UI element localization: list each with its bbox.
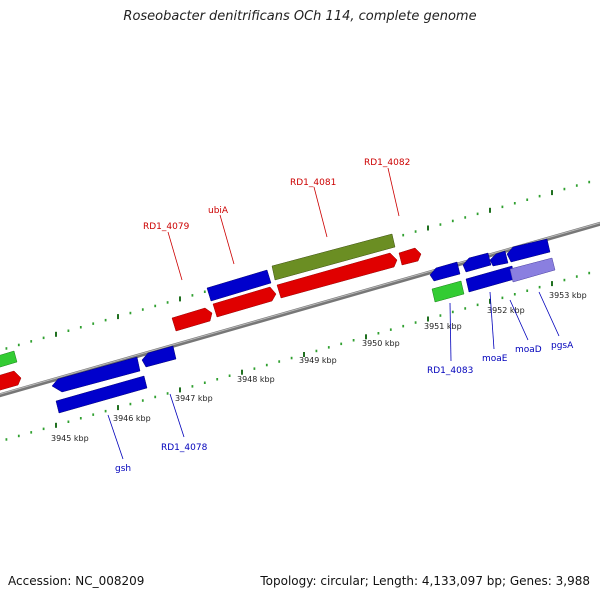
ruler-label-3951: 3951 kbp	[424, 322, 462, 331]
ruler-label-3945: 3945 kbp	[51, 434, 89, 443]
gene-feature-ubiA[interactable]	[206, 269, 272, 302]
gene-label-ubiA[interactable]: ubiA	[208, 206, 229, 216]
gene-label-moaD[interactable]: moaD	[515, 345, 542, 355]
leader-ubiA	[219, 214, 235, 265]
leader-gsh	[107, 414, 124, 460]
gene-label-moaE[interactable]: moaE	[482, 354, 508, 364]
ruler-label-3947: 3947 kbp	[175, 394, 213, 403]
gene-feature-gsh[interactable]	[55, 375, 148, 414]
ruler-label-3950: 3950 kbp	[362, 339, 400, 348]
ruler-label-3953: 3953 kbp	[549, 291, 587, 300]
gene-feature-rd1-4079[interactable]	[171, 307, 213, 332]
gene-feature-left-red[interactable]	[0, 370, 22, 391]
gene-feature-blue-1[interactable]	[51, 356, 141, 393]
gene-label-rd1-4082[interactable]: RD1_4082	[364, 158, 410, 168]
genome-backbone	[0, 221, 600, 398]
gene-label-pgsA[interactable]: pgsA	[551, 341, 574, 351]
gene-label-rd1-4079[interactable]: RD1_4079	[143, 222, 190, 232]
genome-backbone-highlight	[0, 222, 600, 395]
gene-labels-top: RD1_4079 ubiA RD1_4081 RD1_4082	[143, 158, 410, 232]
ruler-label-3952: 3952 kbp	[487, 306, 525, 315]
gene-feature-moaD[interactable]	[509, 257, 556, 283]
lower-features	[51, 238, 556, 414]
gene-feature-blue-r3[interactable]	[489, 250, 509, 267]
gene-label-rd1-4078[interactable]: RD1_4078	[161, 443, 208, 453]
gene-feature-ubiA-red[interactable]	[212, 286, 277, 318]
accession-text: Accession: NC_008209	[8, 574, 145, 588]
gene-feature-blue-r1[interactable]	[429, 261, 461, 282]
leader-moaE	[489, 291, 495, 350]
leader-rd1-4083	[449, 302, 452, 362]
gene-feature-blue-r2[interactable]	[462, 252, 492, 273]
gene-feature-left-green[interactable]	[0, 350, 18, 368]
gene-labels-bottom: gsh RD1_4078 RD1_4083 moaE moaD pgsA	[115, 341, 574, 474]
leader-pgsA	[538, 291, 560, 337]
gene-feature-rd1-4078[interactable]	[141, 345, 177, 368]
leader-lines	[107, 167, 560, 460]
gene-label-rd1-4083[interactable]: RD1_4083	[427, 366, 473, 376]
gene-feature-olive[interactable]	[271, 233, 396, 281]
leader-rd1-4081	[313, 186, 328, 238]
gene-label-rd1-4081[interactable]: RD1_4081	[290, 178, 336, 188]
gene-feature-rd1-4081[interactable]	[276, 252, 398, 299]
genome-summary-text: Topology: circular; Length: 4,133,097 bp…	[260, 574, 590, 588]
gene-feature-rd1-4083[interactable]	[431, 280, 465, 303]
ruler-labels: 3945 kbp 3946 kbp 3947 kbp 3948 kbp 3949…	[51, 291, 587, 443]
upper-features	[0, 233, 422, 391]
ruler-label-3946: 3946 kbp	[113, 414, 151, 423]
gene-feature-pgsA[interactable]	[506, 238, 551, 263]
gene-feature-rd1-4082[interactable]	[398, 247, 422, 266]
lower-tick-row	[5, 271, 591, 441]
leader-rd1-4082	[387, 167, 400, 217]
leader-rd1-4079	[167, 231, 183, 281]
leader-rd1-4078	[169, 393, 185, 438]
ruler-label-3948: 3948 kbp	[237, 375, 275, 384]
gene-label-gsh[interactable]: gsh	[115, 464, 131, 474]
leader-moaD	[509, 299, 529, 341]
ruler-label-3949: 3949 kbp	[299, 356, 337, 365]
map-title: Roseobacter denitrificans OCh 114, compl…	[123, 9, 477, 24]
